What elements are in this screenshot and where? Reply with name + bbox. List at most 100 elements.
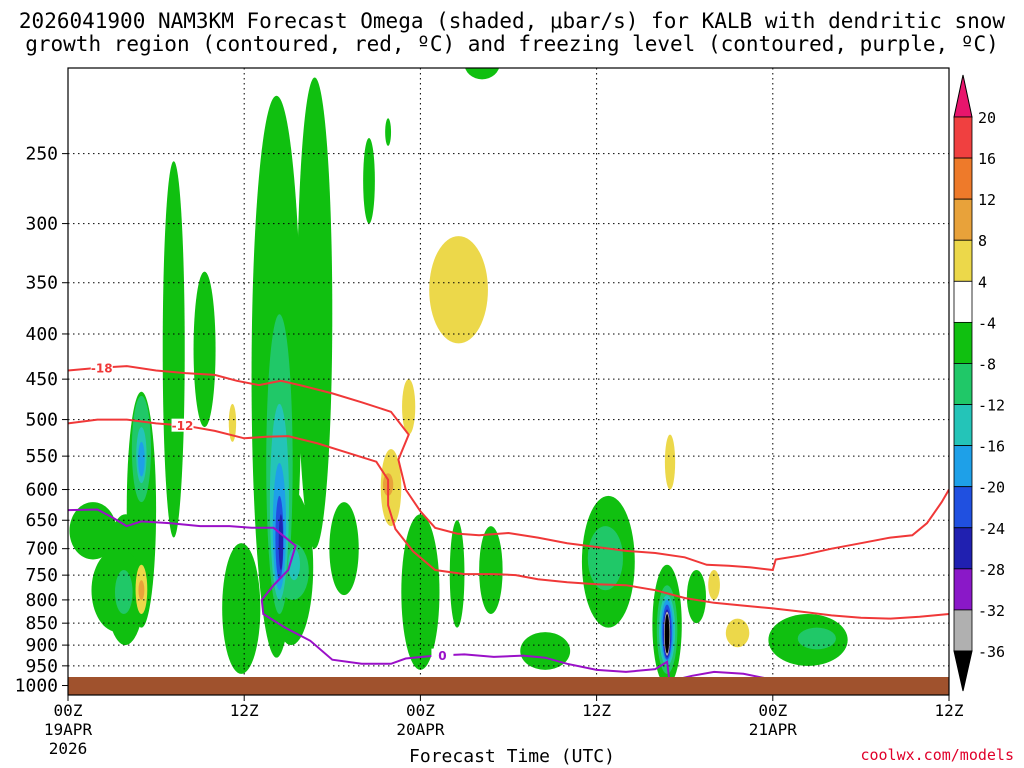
omega-area-neg4 xyxy=(479,526,503,615)
y-tick-label: 450 xyxy=(25,369,58,390)
colorbar-label: -36 xyxy=(978,643,1005,661)
omega-area-neg4 xyxy=(69,502,117,560)
omega-area-neg4 xyxy=(520,632,571,670)
y-tick-label: 700 xyxy=(25,539,58,560)
omega-area-neg12 xyxy=(288,548,300,581)
colorbar-label: -24 xyxy=(978,520,1005,538)
omega-area-neg4 xyxy=(162,161,185,538)
colorbar-swatch xyxy=(953,445,973,488)
omega-area-pos4 xyxy=(200,118,209,138)
colorbar-swatch xyxy=(953,116,973,159)
y-axis: 2503003504004505005506006507007508008509… xyxy=(15,144,68,697)
omega-area-pos8 xyxy=(429,236,488,344)
omega-area-neg8 xyxy=(587,526,624,591)
omega-area-pos4 xyxy=(169,68,179,114)
x-tick-label: 00Z xyxy=(758,701,787,720)
y-tick-label: 350 xyxy=(25,273,58,294)
x-tick-date: 19APR xyxy=(44,720,93,739)
omega-area-pos8 xyxy=(402,379,416,435)
omega-area-pos12 xyxy=(138,580,145,600)
colorbar-swatch xyxy=(953,527,973,570)
x-tick-label: 12Z xyxy=(230,701,259,720)
x-tick-label: 12Z xyxy=(582,701,611,720)
omega-area-neg4 xyxy=(193,271,216,428)
omega-area-neg4 xyxy=(401,514,440,670)
colorbar-label: -20 xyxy=(978,479,1005,497)
x-tick-label: 00Z xyxy=(54,701,83,720)
y-tick-label: 500 xyxy=(25,410,58,431)
omega-area-neg8 xyxy=(114,569,133,615)
omega-area-pos4 xyxy=(539,463,566,515)
x-tick-date: 21APR xyxy=(749,720,798,739)
omega-area-pos4 xyxy=(214,379,233,464)
credit-link[interactable]: coolwx.com/models xyxy=(860,746,1014,764)
colorbar-top-arrow xyxy=(953,74,973,118)
x-axis-title: Forecast Time (UTC) xyxy=(409,746,615,767)
contour-label: -18 xyxy=(91,361,113,375)
omega-area-pos8 xyxy=(725,618,750,648)
colorbar-swatch xyxy=(953,198,973,241)
colorbar-bottom-arrow xyxy=(953,650,973,692)
omega-area-neg36 xyxy=(664,614,670,654)
colorbar-label: 4 xyxy=(978,273,987,291)
colorbar-label: -12 xyxy=(978,397,1005,415)
y-tick-label: 850 xyxy=(25,613,58,634)
colorbar-label: -4 xyxy=(978,314,996,332)
colorbar-swatch xyxy=(953,157,973,200)
y-tick-label: 750 xyxy=(25,565,58,586)
colorbar: 20 16 12 8 4 -4 -8 -12 -16 -20 -24 -28 -32 -36 xyxy=(953,74,1005,692)
x-tick-year: 2026 xyxy=(49,739,88,758)
omega-area-neg4 xyxy=(465,68,500,80)
y-tick-label: 600 xyxy=(25,480,58,501)
colorbar-swatch xyxy=(953,609,973,652)
colorbar-swatch xyxy=(953,363,973,405)
colorbar-swatch xyxy=(953,321,973,364)
omega-area-neg4 xyxy=(257,288,267,334)
colorbar-swatch xyxy=(953,280,973,323)
y-tick-label: 900 xyxy=(25,635,58,656)
contour--12 xyxy=(68,418,949,620)
omega-area-pos8 xyxy=(664,434,676,490)
omega-area-pos4 xyxy=(164,537,180,628)
y-tick-label: 1000 xyxy=(15,676,58,697)
y-tick-label: 250 xyxy=(25,144,58,165)
omega-area-pos4 xyxy=(470,314,547,496)
omega-area-pos4 xyxy=(68,361,93,464)
colorbar-label: 12 xyxy=(978,191,996,209)
omega-area-pos4 xyxy=(311,559,325,646)
colorbar-label: 20 xyxy=(978,109,996,127)
x-tick-label: 00Z xyxy=(406,701,435,720)
omega-area-neg4 xyxy=(222,543,261,674)
colorbar-label: -32 xyxy=(978,602,1005,620)
colorbar-label: 16 xyxy=(978,150,996,168)
y-tick-label: 400 xyxy=(25,324,58,345)
colorbar-label: -28 xyxy=(978,561,1005,579)
ground-bar xyxy=(68,677,949,695)
colorbar-swatch xyxy=(953,486,973,529)
omega-area-pos4 xyxy=(164,665,174,676)
colorbar-label: -8 xyxy=(978,355,996,373)
contour--18 xyxy=(68,365,949,572)
y-tick-label: 550 xyxy=(25,446,58,467)
omega-area-neg24 xyxy=(278,514,284,570)
omega-area-pos8 xyxy=(708,569,720,600)
colorbar-swatch xyxy=(953,404,973,447)
contour-label: -12 xyxy=(172,419,194,433)
x-tick-date: 20APR xyxy=(396,720,445,739)
omega-area-pos4 xyxy=(912,554,949,586)
omega-area-neg4 xyxy=(363,137,375,224)
plot-frame xyxy=(67,67,950,696)
contour-label-bg xyxy=(171,418,194,432)
colorbar-label: 8 xyxy=(978,232,987,250)
chart-title-line-2: growth region (contoured, red, ºC) and f… xyxy=(25,32,999,56)
omega-area-neg16 xyxy=(138,441,145,477)
contour-label: 0 xyxy=(438,649,446,663)
colorbar-label: -16 xyxy=(978,438,1005,456)
y-tick-label: 950 xyxy=(25,656,58,677)
contour-label-bg xyxy=(90,360,113,374)
omega-area-neg8 xyxy=(797,627,836,650)
omega-area-pos8 xyxy=(228,403,237,442)
colorbar-swatch xyxy=(953,239,973,282)
